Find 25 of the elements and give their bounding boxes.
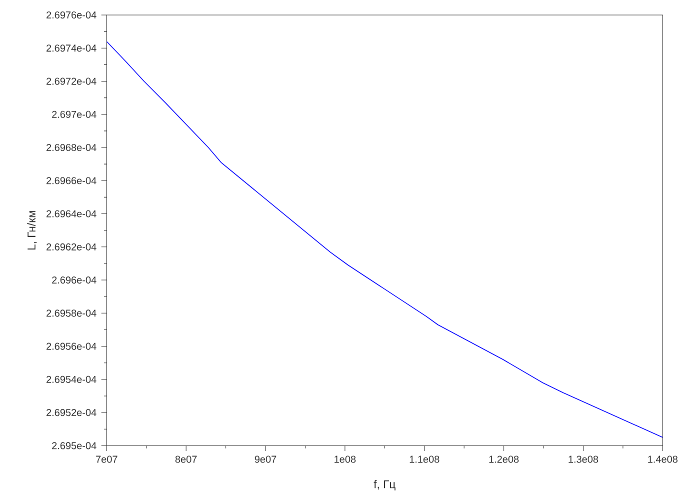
x-tick-label: 7e07 [96, 456, 118, 463]
y-tick-label: 2.695e-04 [52, 442, 96, 450]
x-tick-label: 1e08 [334, 456, 356, 463]
y-tick-label: 2.6966e-04 [46, 177, 96, 184]
y-tick-label: 2.6958e-04 [46, 310, 96, 317]
y-tick-label: 2.6964e-04 [46, 210, 96, 218]
y-tick-label: 2.6956e-04 [46, 342, 96, 350]
x-tick-label: 1.2e08 [489, 456, 519, 463]
y-tick-label: 2.6952e-04 [46, 408, 96, 416]
y-tick-label: 2.6976e-04 [46, 11, 96, 19]
y-tick-label: 2.6972e-04 [46, 78, 96, 85]
y-axis-title: L, Гн/км [27, 210, 37, 250]
x-tick-label: 9e07 [254, 456, 276, 463]
x-tick-label: 1.4e08 [648, 456, 678, 463]
y-tick-label: 2.697e-04 [52, 110, 96, 118]
y-tick-label: 2.6968e-04 [46, 144, 96, 152]
y-tick-label: 2.6954e-04 [46, 376, 96, 383]
x-axis-title: f, Гц [374, 480, 396, 490]
x-tick-label: 8e07 [175, 456, 197, 463]
x-tick-label: 1.3e08 [568, 456, 598, 463]
y-tick-label: 2.696e-04 [52, 276, 96, 284]
y-tick-label: 2.6974e-04 [46, 44, 96, 52]
x-tick-label: 1.1e08 [410, 456, 440, 463]
y-tick-label: 2.6962e-04 [46, 243, 96, 250]
line-series [106, 41, 663, 438]
